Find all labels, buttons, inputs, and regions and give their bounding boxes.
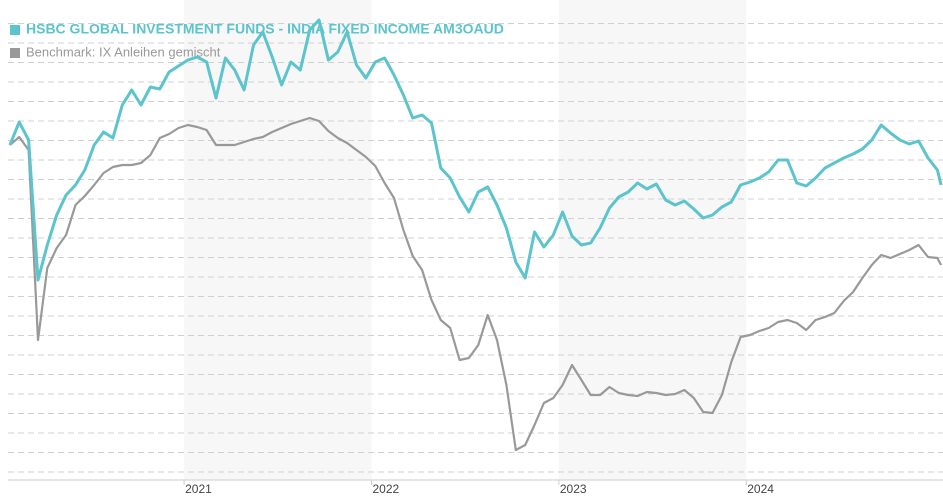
legend-swatch	[10, 48, 20, 58]
x-tick-label: 2021	[185, 482, 212, 496]
year-band	[184, 0, 372, 480]
legend-swatch	[10, 25, 20, 35]
legend-label: HSBC GLOBAL INVESTMENT FUNDS - INDIA FIX…	[26, 21, 504, 37]
x-tick-label: 2023	[560, 482, 587, 496]
year-band	[558, 0, 747, 480]
x-tick-label: 2024	[747, 482, 774, 496]
series-line	[9, 116, 943, 452]
x-tick-label: 2022	[373, 482, 400, 496]
legend-label: Benchmark: IX Anleihen gemischt	[26, 44, 221, 59]
series-line	[8, 18, 943, 282]
